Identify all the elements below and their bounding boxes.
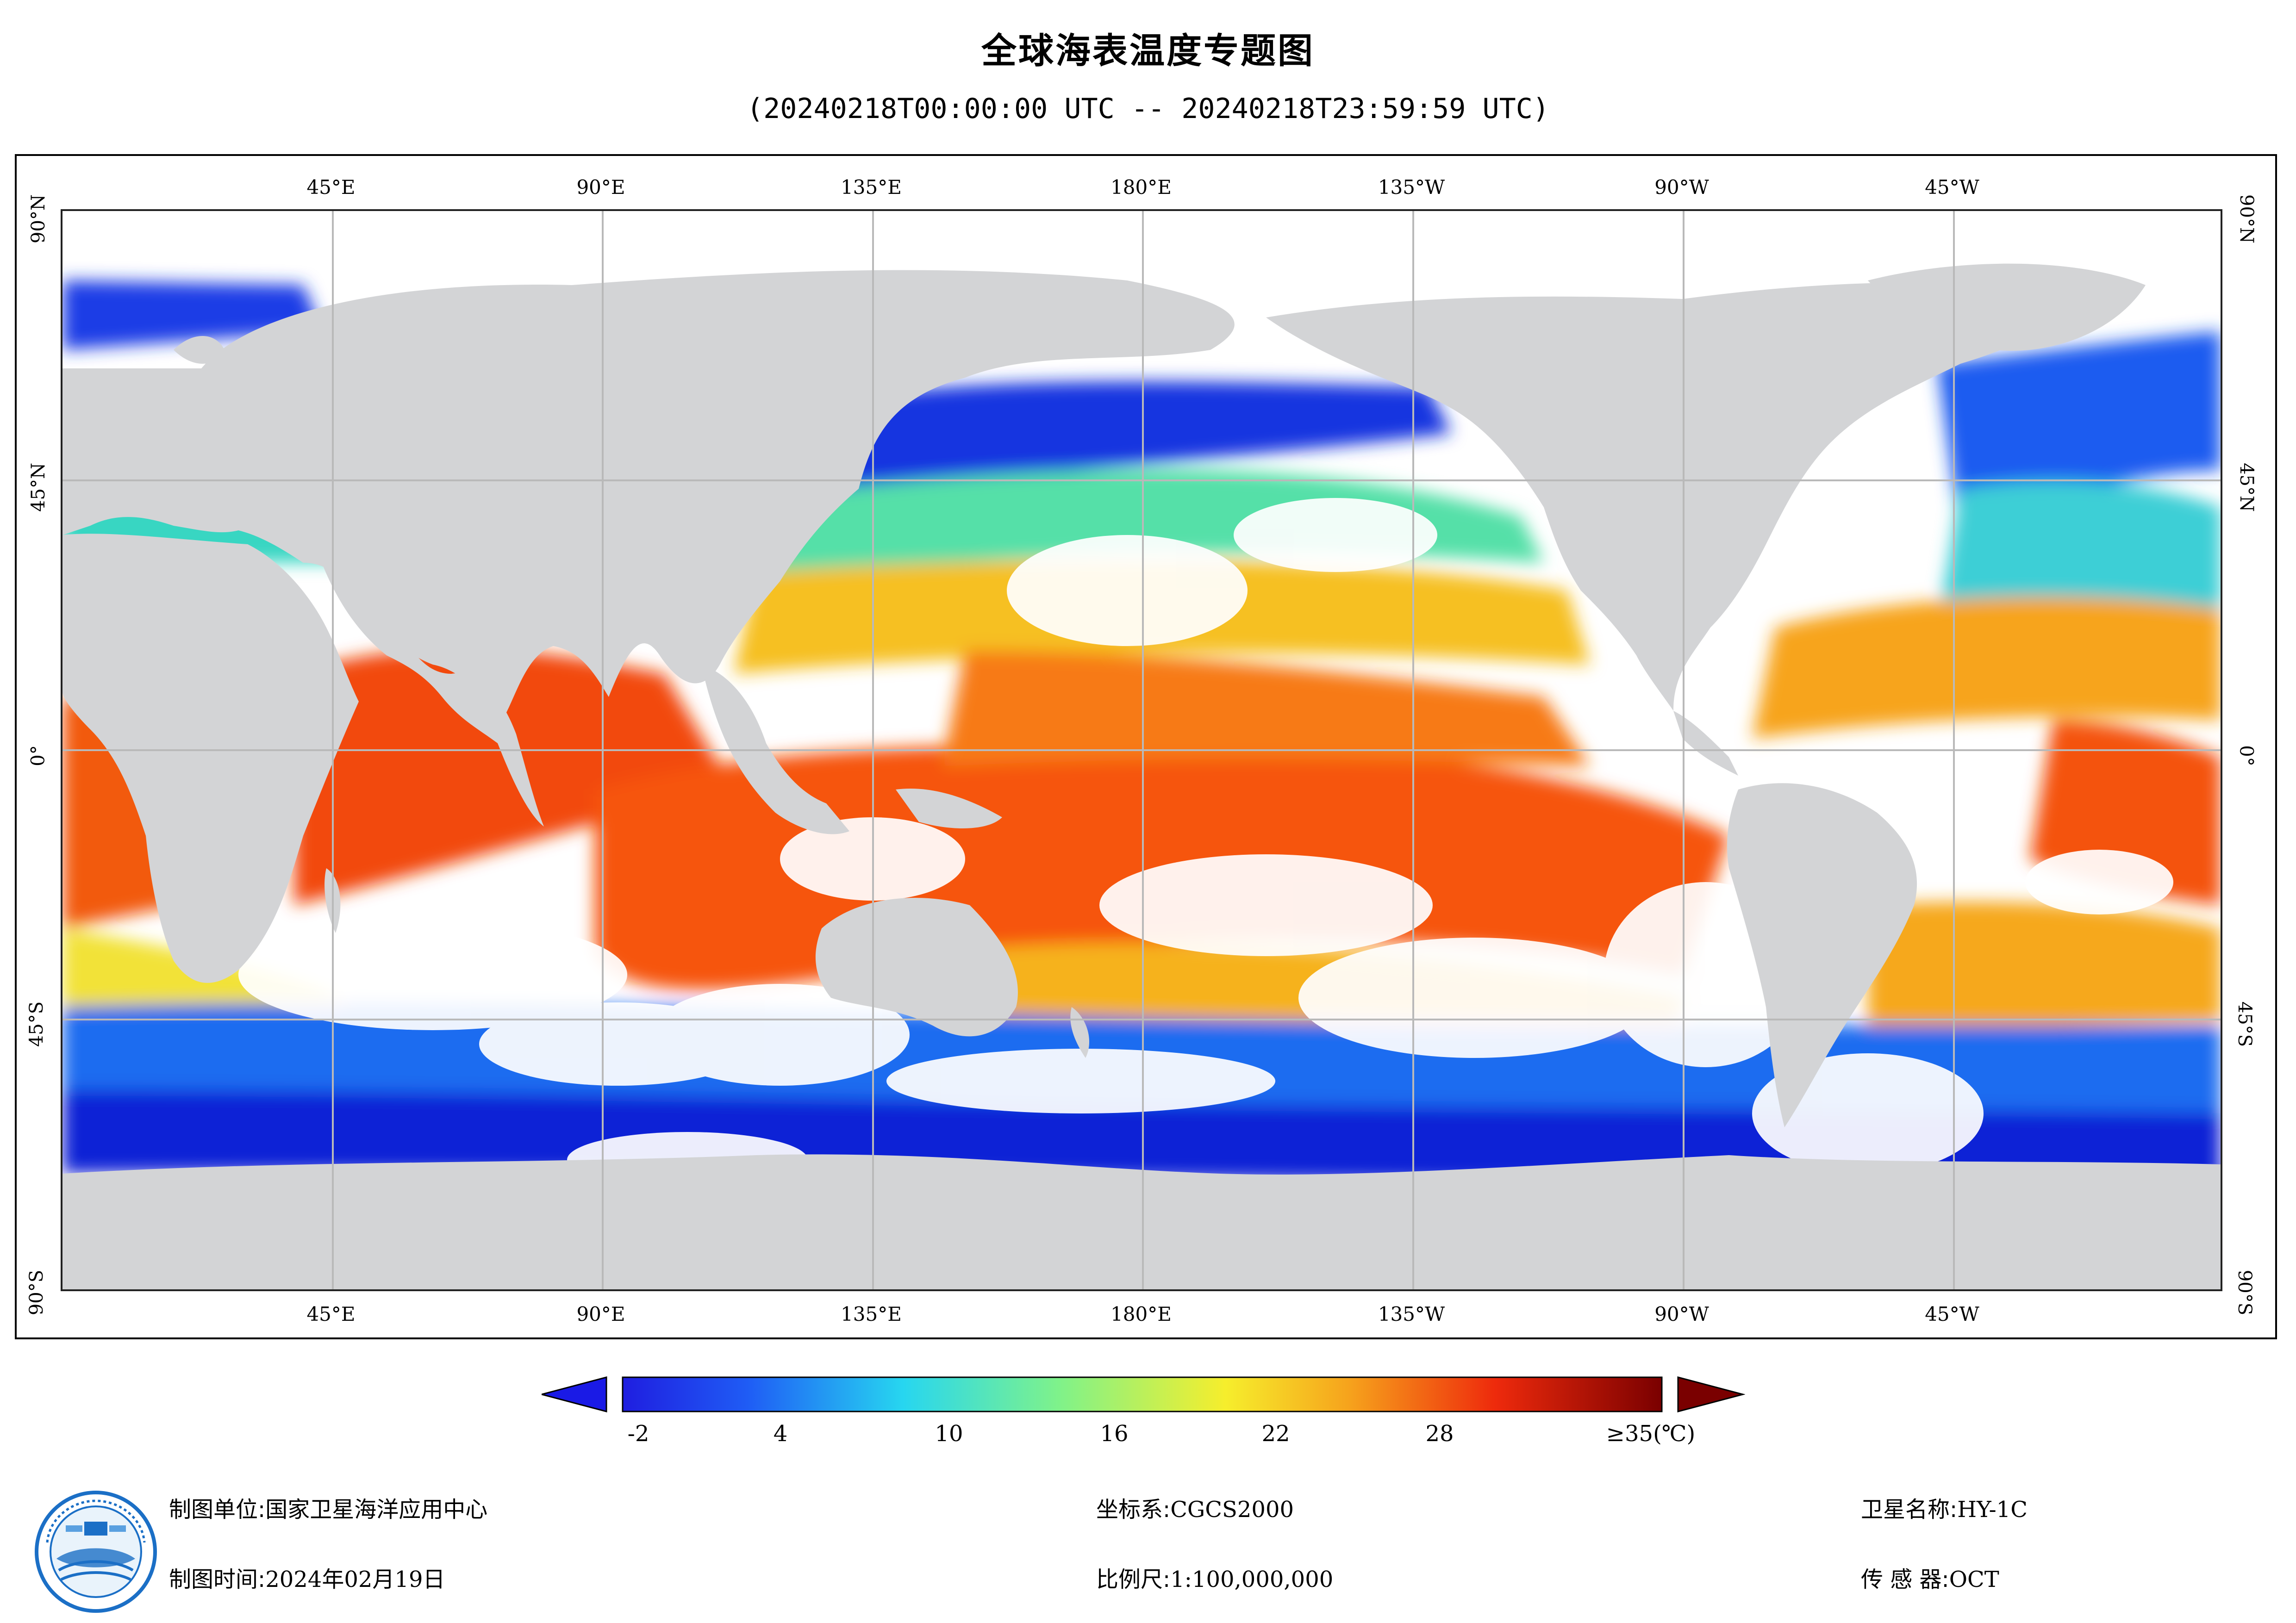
map-producer: 制图单位:国家卫星海洋应用中心 [169,1491,487,1524]
lon-label-bottom-45e: 45°E [306,1303,356,1325]
colorbar-tick-label: 22 [1261,1421,1290,1447]
lat-label-right-0: 0° [2235,745,2257,766]
colorbar-tick-label: ≥35(℃) [1606,1421,1696,1447]
sensor-value: OCT [1949,1567,1999,1592]
map-producer-label: 制图单位: [169,1497,266,1523]
lon-label-top-135w: 135°W [1378,176,1445,199]
lat-label-right-45s: 45°S [2234,1001,2256,1047]
map-subtitle-time-range: (20240218T00:00:00 UTC -- 20240218T23:59… [747,93,1549,125]
satellite-name: 卫星名称:HY-1C [1861,1491,2028,1524]
lon-label-top-135e: 135°E [841,176,902,199]
satellite-name-value: HY-1C [1957,1497,2028,1523]
lat-label-left-90n: 90°N [27,194,49,243]
nsoas-satellite-logo-icon [33,1489,158,1614]
colorbar-tick-label: 10 [935,1421,963,1447]
colorbar-under-arrow-icon [539,1376,607,1412]
lon-label-top-90e: 90°E [576,176,625,199]
lon-label-bottom-90e: 90°E [576,1303,625,1325]
lon-label-bottom-90w: 90°W [1654,1303,1709,1325]
lon-label-bottom-135w: 135°W [1378,1303,1445,1325]
lon-label-bottom-180e: 180°E [1111,1303,1172,1325]
colorbar-tick-label: 4 [773,1421,788,1447]
map-producer-value: 国家卫星海洋应用中心 [265,1497,488,1523]
lat-label-right-45n: 45°N [2235,463,2257,512]
colorbar-svg [539,1376,1746,1412]
graticule [62,211,2221,1289]
colorbar-over-arrow-icon [1677,1376,1746,1412]
map-scale-label: 比例尺: [1096,1567,1171,1592]
sst-map-canvas [62,211,2221,1289]
coordinate-system-value: CGCS2000 [1170,1497,1294,1523]
sst-colorbar [539,1374,1746,1448]
land-masses [62,263,2221,1289]
satellite-name-label: 卫星名称: [1861,1497,1958,1523]
map-scale-value: 1:100,000,000 [1170,1567,1334,1592]
map-date-value: 2024年02月19日 [265,1567,445,1592]
lat-label-left-45s: 45°S [26,1001,48,1047]
lat-label-left-45n: 45°N [27,463,49,512]
sst-map-panel [61,209,2222,1291]
map-date: 制图时间:2024年02月19日 [169,1561,445,1593]
lat-label-right-90s: 90°S [2234,1269,2256,1316]
lat-label-left-90s: 90°S [26,1269,48,1316]
lon-label-bottom-45w: 45°W [1925,1303,1979,1325]
map-date-label: 制图时间: [169,1567,266,1592]
lon-label-top-45e: 45°E [306,176,356,199]
colorbar-gradient [622,1376,1663,1412]
lat-label-left-0: 0° [27,745,49,766]
lon-label-top-180e: 180°E [1111,176,1172,199]
map-scale: 比例尺:1:100,000,000 [1096,1561,1333,1593]
lon-label-top-90w: 90°W [1654,176,1709,199]
colorbar-tick-label: 16 [1100,1421,1129,1447]
coordinate-system-label: 坐标系: [1096,1497,1171,1523]
lat-label-right-90n: 90°N [2235,194,2257,243]
colorbar-tick-label: 28 [1425,1421,1454,1447]
sensor-label: 传 感 器: [1861,1567,1949,1592]
lon-label-bottom-135e: 135°E [841,1303,902,1325]
map-frame [15,154,2277,1339]
map-title: 全球海表温度专题图 [981,30,1315,71]
sensor: 传 感 器:OCT [1861,1561,1999,1593]
lon-label-top-45w: 45°W [1925,176,1979,199]
coordinate-system: 坐标系:CGCS2000 [1096,1491,1294,1524]
colorbar-tick-label: -2 [627,1421,649,1447]
